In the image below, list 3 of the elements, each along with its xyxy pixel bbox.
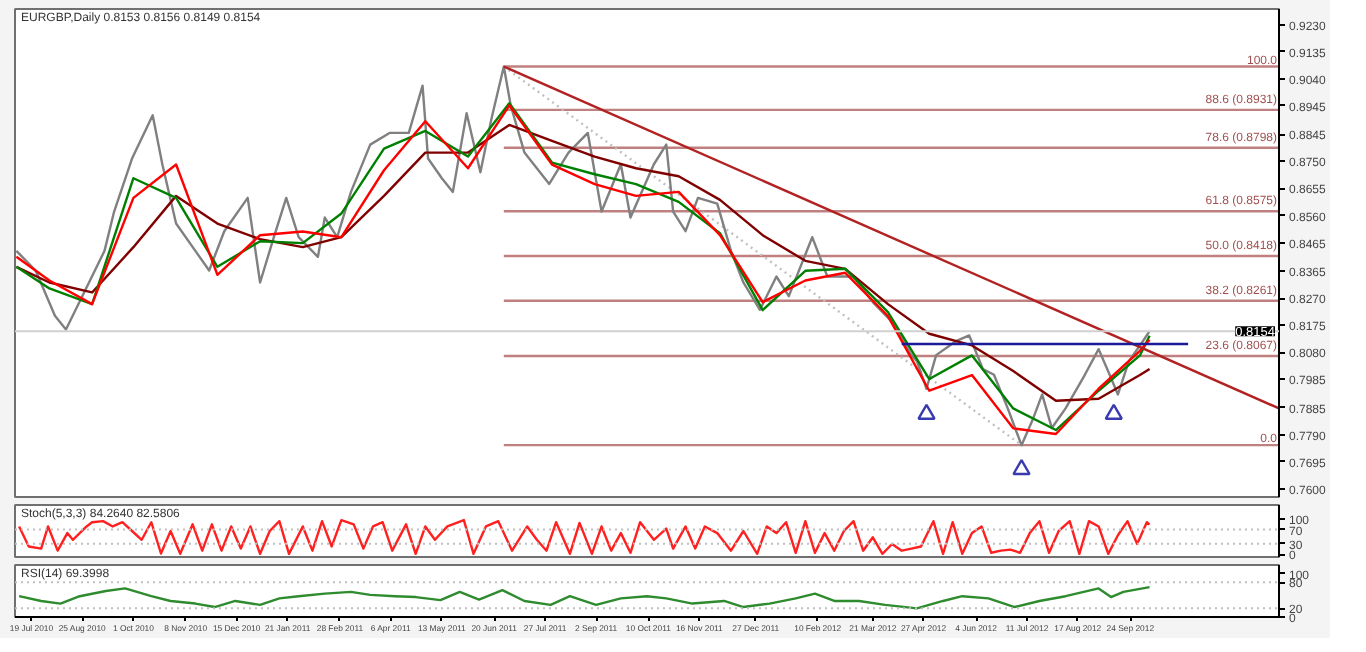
line-series bbox=[17, 518, 1151, 556]
line-series bbox=[17, 585, 1151, 610]
line-series bbox=[15, 123, 1151, 402]
